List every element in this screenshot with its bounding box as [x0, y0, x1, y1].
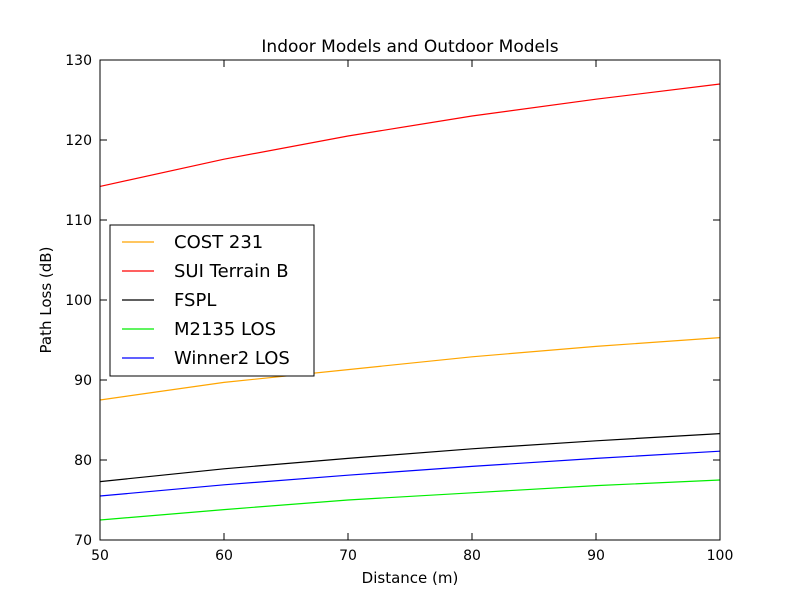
x-tick-label: 50: [91, 548, 109, 564]
legend-label-winner2-los: Winner2 LOS: [174, 348, 290, 369]
axis-ticks: 50 60 70 80 90 100 70 80 90 100 110 120 130: [65, 53, 733, 564]
x-axis-label: Distance (m): [362, 569, 459, 587]
x-tick-label: 80: [463, 548, 481, 564]
y-tick-label: 90: [74, 373, 92, 389]
legend-label-fspl: FSPL: [174, 290, 216, 311]
y-tick-label: 130: [65, 53, 92, 69]
plot-lines: [99, 83, 721, 521]
y-tick-label: 80: [74, 453, 92, 469]
y-tick-label: 110: [65, 213, 92, 229]
y-tick-label: 100: [65, 293, 92, 309]
x-tick-label: 60: [215, 548, 233, 564]
series-line-m2135-los: [99, 479, 721, 521]
series-line-cost-231: [99, 337, 721, 401]
x-tick-label: 90: [587, 548, 605, 564]
series-line-winner2-los: [99, 450, 721, 497]
chart-title: Indoor Models and Outdoor Models: [261, 37, 558, 57]
legend-label-sui-terrain-b: SUI Terrain B: [174, 261, 289, 282]
y-tick-label: 120: [65, 133, 92, 149]
x-tick-label: 100: [707, 548, 734, 564]
series-line-fspl: [99, 433, 721, 483]
y-tick-label: 70: [74, 533, 92, 549]
series-line-sui-terrain-b: [99, 83, 721, 187]
legend: COST 231 SUI Terrain B FSPL M2135 LOS Winner…: [109, 224, 315, 377]
legend-label-cost-231: COST 231: [174, 232, 263, 253]
x-tick-label: 70: [339, 548, 357, 564]
y-axis-label: Path Loss (dB): [37, 247, 55, 354]
legend-label-m2135-los: M2135 LOS: [174, 319, 276, 340]
